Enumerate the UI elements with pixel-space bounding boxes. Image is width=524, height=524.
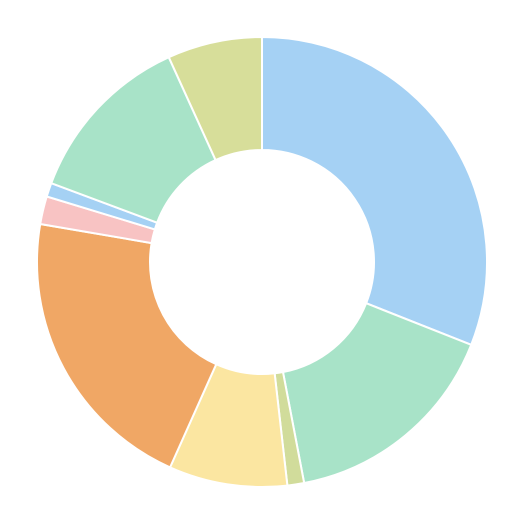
- donut-chart: [0, 0, 524, 524]
- donut-slice-0: [262, 37, 487, 345]
